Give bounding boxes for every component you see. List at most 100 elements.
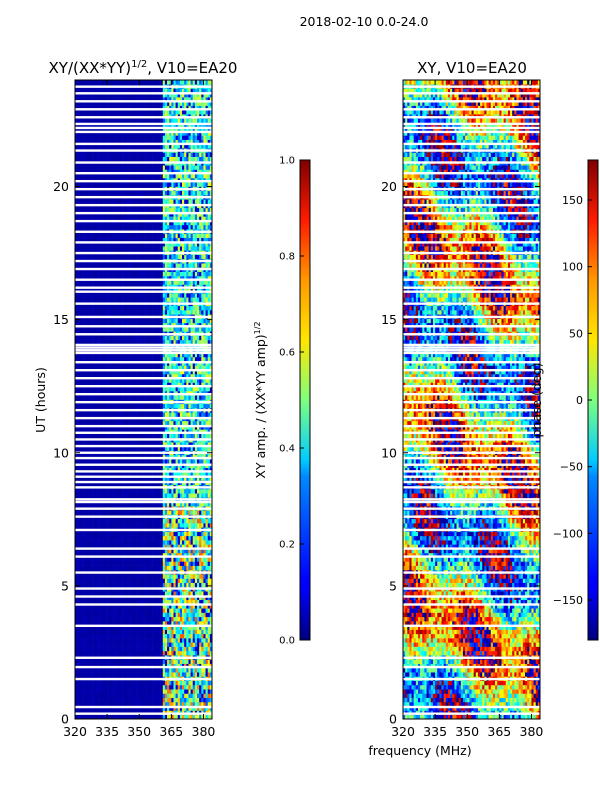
left-heatmap-cell bbox=[171, 442, 174, 447]
left-heatmap-cell bbox=[128, 476, 131, 481]
left-heatmap-cell bbox=[134, 565, 138, 571]
left-heatmap-cell bbox=[167, 561, 170, 566]
left-heatmap-cell bbox=[124, 646, 127, 652]
left-heatmap-cell bbox=[205, 523, 209, 528]
left-heatmap-cell bbox=[194, 603, 198, 609]
left-heatmap-cell bbox=[169, 578, 172, 583]
left-heatmap-cell bbox=[171, 386, 174, 392]
left-heatmap-cell bbox=[171, 603, 174, 609]
left-heatmap-cell bbox=[173, 395, 176, 400]
left-heatmap-cell bbox=[197, 625, 200, 630]
left-heatmap-cell bbox=[128, 591, 131, 596]
left-heatmap-cell bbox=[160, 531, 164, 537]
left-heatmap-cell bbox=[77, 540, 80, 545]
left-heatmap-cell bbox=[160, 552, 164, 558]
left-heatmap-cell bbox=[156, 510, 159, 515]
left-heatmap-cell bbox=[149, 446, 153, 451]
left-heatmap-cell bbox=[98, 642, 101, 647]
left-heatmap-cell bbox=[171, 706, 174, 711]
left-heatmap-cell bbox=[194, 633, 198, 639]
left-heatmap-cell bbox=[111, 701, 114, 707]
left-heatmap-cell bbox=[162, 697, 166, 703]
left-heatmap-cell bbox=[85, 646, 89, 652]
left-heatmap-cell bbox=[186, 578, 189, 583]
left-heatmap-cell bbox=[134, 518, 138, 524]
left-heatmap-cell bbox=[143, 574, 146, 579]
left-heatmap-cell bbox=[119, 442, 123, 447]
left-heatmap-cell bbox=[75, 646, 78, 652]
left-heatmap-cell bbox=[85, 684, 89, 690]
left-heatmap-cell bbox=[175, 518, 179, 524]
left-heatmap-cell bbox=[182, 557, 185, 562]
left-heatmap-cell bbox=[156, 561, 159, 566]
left-heatmap-cell bbox=[182, 612, 185, 618]
left-heatmap-cell bbox=[77, 603, 80, 609]
left-heatmap-cell bbox=[79, 395, 82, 400]
left-heatmap-cell bbox=[158, 642, 161, 647]
left-heatmap-cell bbox=[203, 488, 206, 494]
left-heatmap-cell bbox=[100, 540, 104, 545]
left-heatmap-cell bbox=[115, 595, 119, 601]
left-heatmap-cell bbox=[192, 629, 196, 635]
left-heatmap-cell bbox=[194, 535, 198, 541]
left-heatmap-cell bbox=[197, 540, 200, 545]
left-heatmap-cell bbox=[199, 706, 202, 711]
left-heatmap-cell bbox=[203, 603, 206, 609]
left-heatmap-cell bbox=[92, 697, 95, 703]
left-heatmap-cell bbox=[98, 621, 101, 626]
left-heatmap-cell bbox=[209, 412, 213, 417]
left-heatmap-cell bbox=[115, 659, 119, 664]
left-heatmap-cell bbox=[173, 386, 176, 392]
left-heatmap-cell bbox=[119, 684, 123, 690]
left-heatmap-cell bbox=[117, 459, 121, 464]
left-heatmap-cell bbox=[92, 603, 95, 609]
left-heatmap-cell bbox=[109, 578, 112, 583]
left-heatmap-cell bbox=[175, 608, 179, 613]
left-heatmap-cell bbox=[109, 535, 112, 541]
left-heatmap-cell bbox=[201, 442, 204, 447]
left-heatmap-cell bbox=[209, 459, 213, 464]
left-heatmap-cell bbox=[77, 714, 80, 720]
left-heatmap-cell bbox=[194, 680, 198, 686]
left-heatmap-cell bbox=[205, 540, 209, 545]
left-heatmap-cell bbox=[197, 701, 200, 707]
left-heatmap-cell bbox=[179, 471, 183, 477]
left-heatmap-cell bbox=[79, 689, 82, 694]
left-heatmap-cell bbox=[173, 557, 176, 562]
left-heatmap-cell bbox=[207, 633, 211, 639]
left-heatmap-cell bbox=[94, 642, 97, 647]
left-heatmap-cell bbox=[179, 650, 183, 656]
left-heatmap-cell bbox=[209, 425, 213, 430]
left-heatmap-cell bbox=[156, 412, 159, 417]
left-heatmap-cell bbox=[160, 672, 164, 677]
left-heatmap-cell bbox=[173, 603, 176, 609]
left-heatmap-cell bbox=[83, 672, 86, 677]
left-heatmap-cell bbox=[87, 523, 91, 528]
left-heatmap-cell bbox=[119, 638, 123, 643]
left-heatmap-cell bbox=[89, 599, 93, 605]
left-heatmap-cell bbox=[89, 425, 93, 430]
left-heatmap-cell bbox=[119, 680, 123, 686]
left-heatmap-cell bbox=[209, 565, 213, 571]
left-heatmap-cell bbox=[169, 548, 172, 554]
left-heatmap-cell bbox=[143, 667, 146, 673]
left-heatmap-cell bbox=[173, 591, 176, 596]
left-heatmap-cell bbox=[75, 714, 78, 720]
left-heatmap-cell bbox=[130, 501, 134, 507]
left-heatmap-cell bbox=[113, 420, 116, 426]
left-heatmap-cell bbox=[152, 386, 155, 392]
left-heatmap-cell bbox=[75, 697, 78, 703]
left-heatmap-cell bbox=[184, 603, 187, 609]
left-heatmap-cell bbox=[141, 459, 144, 464]
left-heatmap-cell bbox=[175, 591, 179, 596]
left-heatmap-cell bbox=[158, 659, 161, 664]
left-heatmap-cell bbox=[173, 599, 176, 605]
left-heatmap-cell bbox=[94, 582, 97, 588]
left-heatmap-cell bbox=[92, 565, 95, 571]
left-heatmap-cell bbox=[171, 459, 174, 464]
left-heatmap-cell bbox=[141, 642, 144, 647]
left-heatmap-cell bbox=[111, 582, 114, 588]
left-heatmap-cell bbox=[177, 608, 181, 613]
left-heatmap-cell bbox=[126, 608, 129, 613]
left-heatmap-cell bbox=[175, 646, 179, 652]
